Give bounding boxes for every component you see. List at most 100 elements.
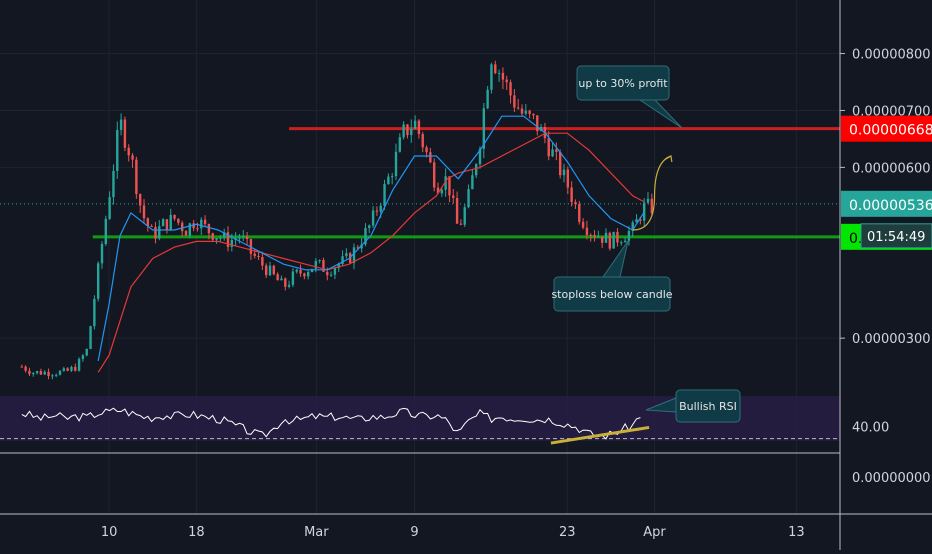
candle-body	[138, 194, 142, 206]
candle-body	[116, 129, 119, 171]
candle-body	[536, 115, 539, 132]
candle-body	[501, 72, 505, 80]
candle-body	[406, 124, 409, 136]
annotation-text: stoploss below candle	[551, 288, 672, 301]
candle-body	[169, 214, 172, 230]
candle-body	[291, 271, 295, 285]
candle-body	[616, 231, 619, 243]
candle-body	[66, 368, 69, 371]
candle-body	[177, 218, 180, 223]
grid-layer	[0, 0, 840, 514]
candle-body	[32, 373, 35, 375]
annotation-layer: up to 30% profit stoploss below candle Bul…	[551, 65, 741, 423]
candle-body	[417, 120, 421, 135]
candle-body	[326, 271, 329, 276]
projection-arrowhead	[665, 155, 673, 163]
candle-body	[509, 82, 512, 96]
candle-body	[74, 366, 77, 371]
candle-body	[390, 176, 394, 178]
candle-body	[100, 244, 104, 264]
candle-body	[394, 151, 398, 177]
candle-body	[639, 219, 642, 221]
time-tick-label-6: 13	[788, 525, 805, 540]
candle-body	[383, 184, 386, 206]
candle-body	[142, 205, 146, 219]
candle-body	[604, 232, 608, 243]
candle-body	[371, 210, 375, 226]
candle-body	[421, 134, 424, 148]
countdown-bg	[860, 223, 932, 249]
candle-body	[207, 224, 211, 234]
candle-body	[211, 233, 214, 240]
candle-body	[322, 260, 325, 272]
candle-body	[47, 371, 50, 376]
candle-body	[196, 228, 199, 230]
candle-body	[81, 355, 85, 359]
candle-body	[581, 221, 585, 228]
candle-body	[314, 260, 318, 269]
candle-body	[410, 128, 413, 136]
candle-body	[261, 257, 264, 266]
candle-body	[299, 269, 302, 274]
candle-body	[104, 218, 108, 245]
price-marker-label-0: 0.00000668	[849, 123, 932, 139]
candle-body	[85, 348, 88, 356]
annotation-2: Bullish RSI	[645, 389, 741, 423]
candle-body	[375, 210, 379, 212]
annotation-1: stoploss below candle	[551, 240, 673, 312]
candle-body	[650, 198, 654, 214]
candle-body	[631, 222, 634, 231]
candle-body	[77, 358, 81, 371]
candle-body	[268, 265, 272, 276]
candle-body	[597, 236, 600, 238]
candle-body	[345, 253, 348, 257]
annotation-box	[576, 65, 670, 101]
candle-body	[516, 107, 520, 109]
candle-body	[219, 237, 222, 239]
candle-body	[200, 219, 203, 229]
candle-body	[161, 219, 165, 227]
candle-body	[230, 239, 234, 247]
candle-body	[547, 138, 550, 157]
candle-body	[165, 219, 169, 230]
candle-body	[306, 272, 310, 277]
candle-body	[620, 242, 623, 244]
candle-body	[360, 244, 363, 249]
candle-body	[627, 230, 631, 241]
candle-body	[528, 110, 531, 114]
candle-body	[284, 278, 287, 287]
candle-body	[51, 375, 54, 377]
candle-body	[108, 197, 111, 219]
annotation-box	[553, 276, 671, 312]
annotation-0: up to 30% profit	[576, 65, 683, 129]
candle-body	[532, 113, 535, 116]
candle-body	[482, 108, 486, 149]
candle-body	[287, 284, 291, 287]
candle-body	[490, 64, 493, 90]
candle-body	[173, 214, 176, 219]
candle-body	[303, 273, 306, 277]
candle-body	[585, 227, 589, 235]
candle-body	[589, 234, 592, 236]
candle-body	[558, 151, 562, 176]
time-tick-label-4: 23	[559, 525, 576, 540]
price-tick-label-0: 0.00000800	[852, 48, 931, 63]
candle-body	[333, 268, 337, 275]
candle-body	[524, 110, 528, 114]
rsi-trendline	[550, 425, 650, 445]
candle-body	[398, 137, 402, 152]
candle-body	[276, 274, 279, 281]
candle-body	[154, 226, 157, 239]
candle-body	[505, 79, 508, 83]
candle-body	[578, 204, 581, 222]
candle-body	[608, 232, 612, 249]
candle-body	[146, 218, 150, 226]
rsi-line	[21, 407, 641, 440]
candle-body	[432, 162, 436, 188]
candle-body	[444, 176, 447, 190]
candle-body	[131, 155, 134, 160]
candle-body	[452, 195, 455, 198]
candle-body	[448, 176, 451, 196]
candle-body	[93, 298, 96, 327]
